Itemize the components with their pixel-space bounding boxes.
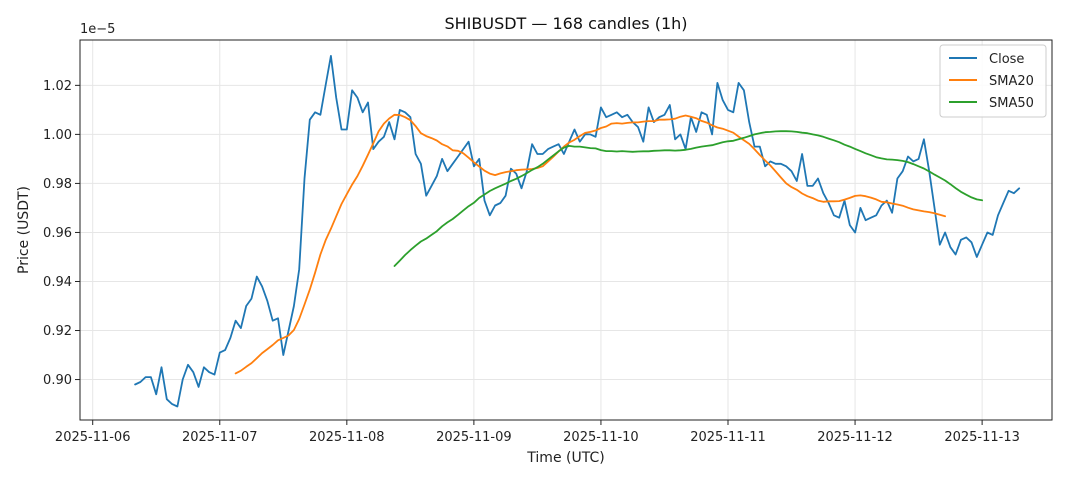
grid (80, 40, 1052, 420)
series-line-close (134, 55, 1021, 408)
axis-ticks: 2025-11-06 2025-11-07 2025-11-08 2025-11-09… (43, 79, 1020, 445)
series-line-sma50 (393, 130, 983, 267)
x-tick-label: 2025-11-10 (563, 430, 639, 445)
x-tick-label: 2025-11-11 (690, 430, 766, 445)
legend-label-close: Close (989, 52, 1024, 67)
y-tick-label: 0.92 (43, 324, 72, 339)
x-tick-label: 2025-11-06 (55, 430, 131, 445)
y-axis-label: Price (USDT) (16, 186, 32, 274)
y-multiplier-label: 1e−5 (80, 22, 115, 37)
x-tick-label: 2025-11-09 (436, 430, 512, 445)
y-tick-label: 0.98 (43, 177, 72, 192)
legend-label-sma50: SMA50 (989, 96, 1034, 111)
plot-frame (79, 39, 1053, 421)
y-tick-label: 0.90 (43, 373, 72, 388)
x-tick-label: 2025-11-13 (944, 430, 1020, 445)
legend-label-sma20: SMA20 (989, 74, 1034, 89)
y-tick-label: 0.94 (43, 275, 72, 290)
y-tick-label: 1.02 (43, 79, 72, 94)
x-tick-label: 2025-11-08 (309, 430, 385, 445)
chart-title: SHIBUSDT — 168 candles (1h) (444, 14, 687, 33)
legend-box (939, 44, 1047, 118)
legend: Close SMA20 SMA50 (939, 44, 1047, 118)
y-tick-label: 0.96 (43, 226, 72, 241)
x-tick-label: 2025-11-07 (182, 430, 258, 445)
x-axis-label: Time (UTC) (526, 450, 604, 466)
y-tick-label: 1.00 (43, 128, 72, 143)
x-tick-label: 2025-11-12 (817, 430, 893, 445)
series-line-sma20 (234, 113, 946, 375)
series-lines (134, 55, 1021, 408)
